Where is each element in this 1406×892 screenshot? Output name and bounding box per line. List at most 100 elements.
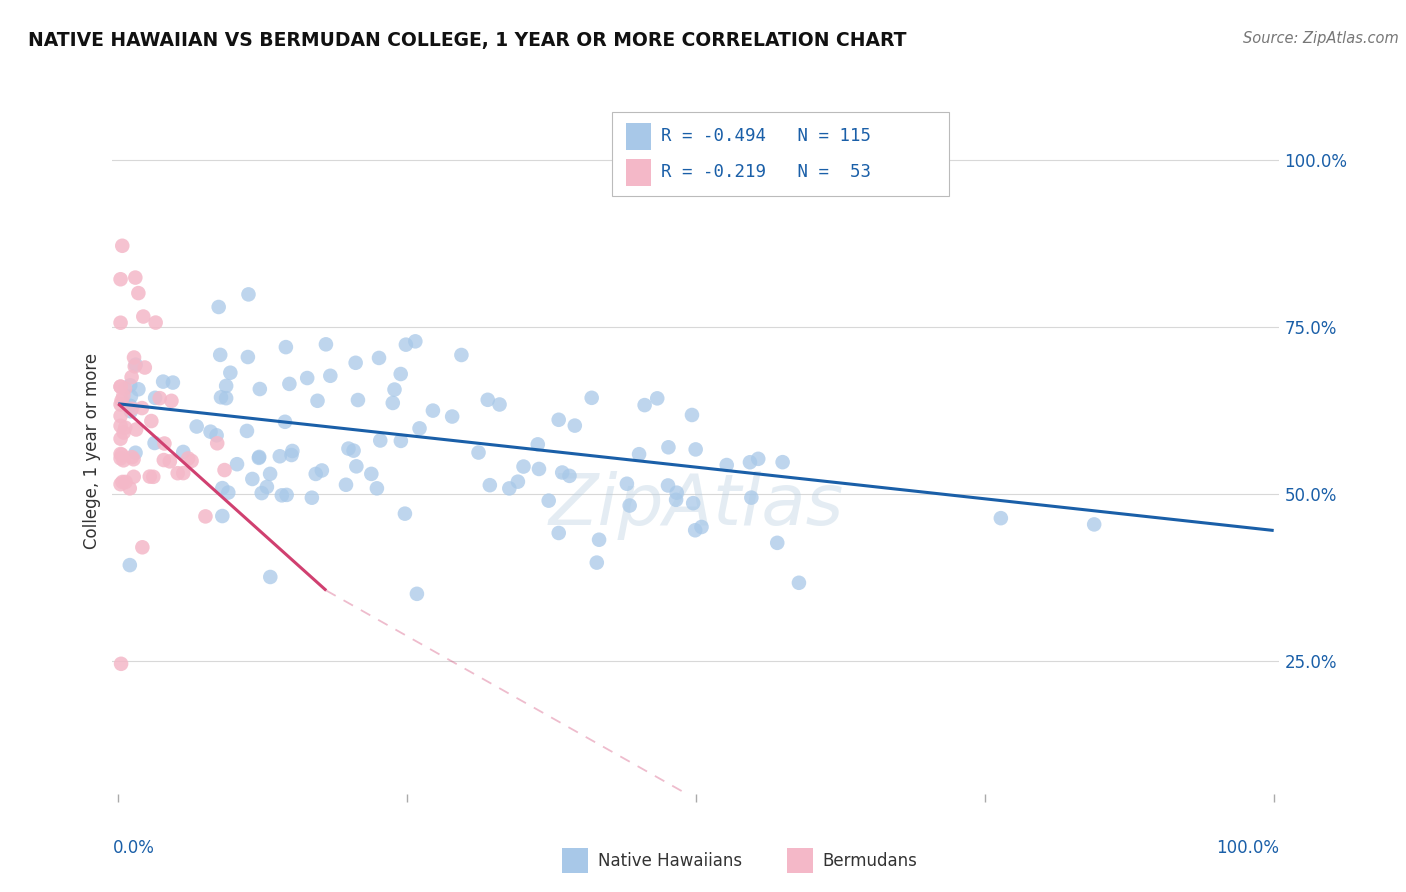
Point	[628, 447, 651, 461]
Point	[153, 436, 176, 450]
Point	[716, 458, 738, 472]
Point	[211, 509, 233, 524]
Point	[772, 455, 794, 469]
Point	[152, 375, 174, 389]
Point	[269, 450, 291, 464]
Point	[132, 310, 155, 324]
Point	[344, 356, 367, 370]
Point	[588, 533, 610, 547]
Point	[143, 436, 166, 450]
Point	[111, 448, 134, 462]
Point	[389, 367, 412, 381]
Point	[110, 447, 132, 461]
Point	[110, 397, 132, 411]
Point	[110, 272, 132, 286]
Point	[450, 348, 472, 362]
Point	[342, 443, 364, 458]
Point	[110, 379, 132, 393]
Point	[395, 337, 418, 351]
Text: Source: ZipAtlas.com: Source: ZipAtlas.com	[1243, 31, 1399, 46]
Point	[384, 383, 406, 397]
Point	[110, 409, 132, 423]
Point	[740, 491, 762, 505]
Point	[110, 432, 132, 446]
Text: NATIVE HAWAIIAN VS BERMUDAN COLLEGE, 1 YEAR OR MORE CORRELATION CHART: NATIVE HAWAIIAN VS BERMUDAN COLLEGE, 1 Y…	[28, 31, 907, 50]
Point	[441, 409, 464, 424]
Point	[110, 477, 132, 491]
Point	[214, 463, 236, 477]
Point	[787, 575, 810, 590]
Point	[240, 472, 263, 486]
Point	[238, 287, 260, 301]
Point	[118, 558, 141, 573]
Point	[166, 466, 188, 480]
Point	[110, 379, 132, 393]
Point	[547, 413, 569, 427]
Point	[633, 398, 655, 412]
Point	[527, 462, 550, 476]
Point	[247, 450, 270, 464]
Point	[110, 418, 132, 433]
Point	[394, 507, 416, 521]
Point	[506, 475, 529, 489]
Point	[337, 442, 360, 456]
Point	[160, 393, 183, 408]
Point	[118, 481, 141, 495]
Point	[551, 466, 574, 480]
Point	[256, 480, 278, 494]
Point	[122, 351, 145, 365]
Point	[616, 476, 638, 491]
Point	[131, 541, 153, 555]
Point	[295, 371, 318, 385]
Point	[307, 393, 329, 408]
Point	[162, 376, 184, 390]
Point	[250, 486, 273, 500]
Point	[619, 499, 641, 513]
Point	[564, 418, 586, 433]
Point	[127, 382, 149, 396]
Point	[121, 450, 143, 465]
Point	[114, 382, 136, 396]
Point	[236, 350, 259, 364]
Text: ZipAtlas: ZipAtlas	[548, 471, 844, 540]
Point	[274, 340, 297, 354]
Point	[360, 467, 382, 481]
Point	[141, 414, 163, 428]
Point	[125, 423, 148, 437]
Point	[177, 451, 200, 466]
Point	[526, 437, 548, 451]
Point	[120, 404, 142, 418]
Point	[685, 442, 707, 457]
Point	[219, 366, 242, 380]
Text: 0.0%: 0.0%	[112, 838, 155, 856]
Point	[209, 348, 232, 362]
Point	[315, 337, 337, 351]
Point	[121, 370, 143, 384]
Point	[335, 477, 357, 491]
Point	[209, 390, 232, 404]
Point	[665, 492, 688, 507]
Point	[142, 470, 165, 484]
Point	[127, 286, 149, 301]
Point	[159, 454, 181, 468]
Point	[110, 657, 132, 671]
Point	[259, 467, 281, 481]
Point	[122, 452, 145, 467]
Text: R = -0.219   N =  53: R = -0.219 N = 53	[661, 163, 870, 181]
Point	[139, 469, 162, 483]
Point	[200, 425, 222, 439]
Point	[217, 485, 239, 500]
Text: 100.0%: 100.0%	[1216, 838, 1279, 856]
Point	[124, 446, 146, 460]
Point	[149, 391, 172, 405]
Point	[422, 403, 444, 417]
Point	[682, 496, 704, 510]
Point	[120, 389, 142, 403]
Point	[512, 459, 534, 474]
Point	[124, 359, 146, 374]
Point	[205, 436, 228, 450]
Point	[186, 419, 208, 434]
Point	[408, 421, 430, 435]
Point	[172, 466, 194, 480]
Text: R = -0.494   N = 115: R = -0.494 N = 115	[661, 128, 870, 145]
